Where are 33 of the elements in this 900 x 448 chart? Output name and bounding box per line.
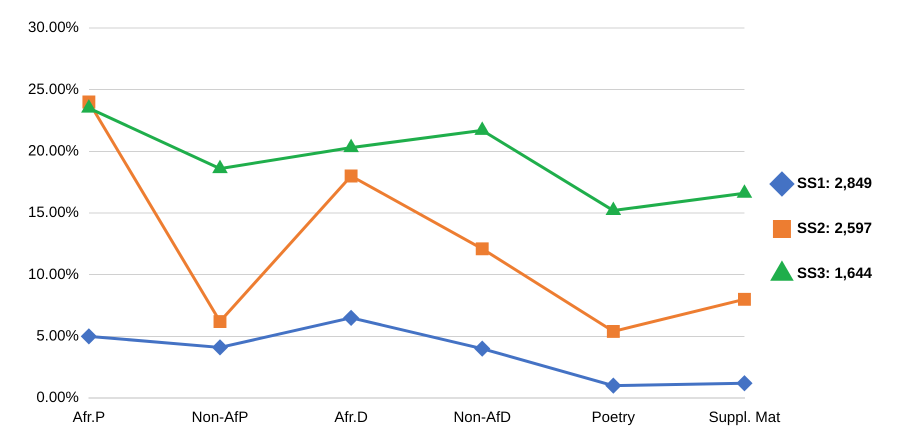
x-tick-label: Afr.D <box>334 409 368 426</box>
point <box>344 140 358 152</box>
point <box>474 341 490 356</box>
point <box>738 292 751 306</box>
point <box>736 376 752 391</box>
y-tick-label: 25.00% <box>28 80 79 98</box>
point <box>212 340 228 355</box>
x-tick-label: Suppl. Mat <box>708 409 782 426</box>
y-tick-label: 5.00% <box>36 327 79 344</box>
point <box>606 378 621 394</box>
y-tick-label: 0.00% <box>36 389 79 406</box>
y-tick-label: 15.00% <box>28 204 79 222</box>
x-tick-label: Non-AfD <box>453 409 512 426</box>
point <box>214 315 226 328</box>
x-tick-label: Poetry <box>592 409 636 426</box>
point <box>606 324 620 338</box>
point <box>213 161 227 174</box>
y-tick-label: 10.00% <box>28 266 79 283</box>
point <box>476 122 489 135</box>
point <box>738 186 752 198</box>
y-tick-label: 20.00% <box>28 142 79 160</box>
legend-label: SS2: 2,597 <box>796 220 872 238</box>
point <box>344 170 358 182</box>
legend-label: SS1: 2,849 <box>796 175 872 192</box>
x-tick-label: Non-AfP <box>192 409 248 426</box>
point <box>82 100 96 113</box>
legend-label: SS3: 1,644 <box>796 265 873 282</box>
x-tick-label: Afr.P <box>72 409 106 426</box>
point <box>344 310 359 326</box>
y-tick-label: 30.00% <box>28 19 79 36</box>
point <box>476 242 489 256</box>
point <box>606 203 620 216</box>
point <box>81 328 96 344</box>
